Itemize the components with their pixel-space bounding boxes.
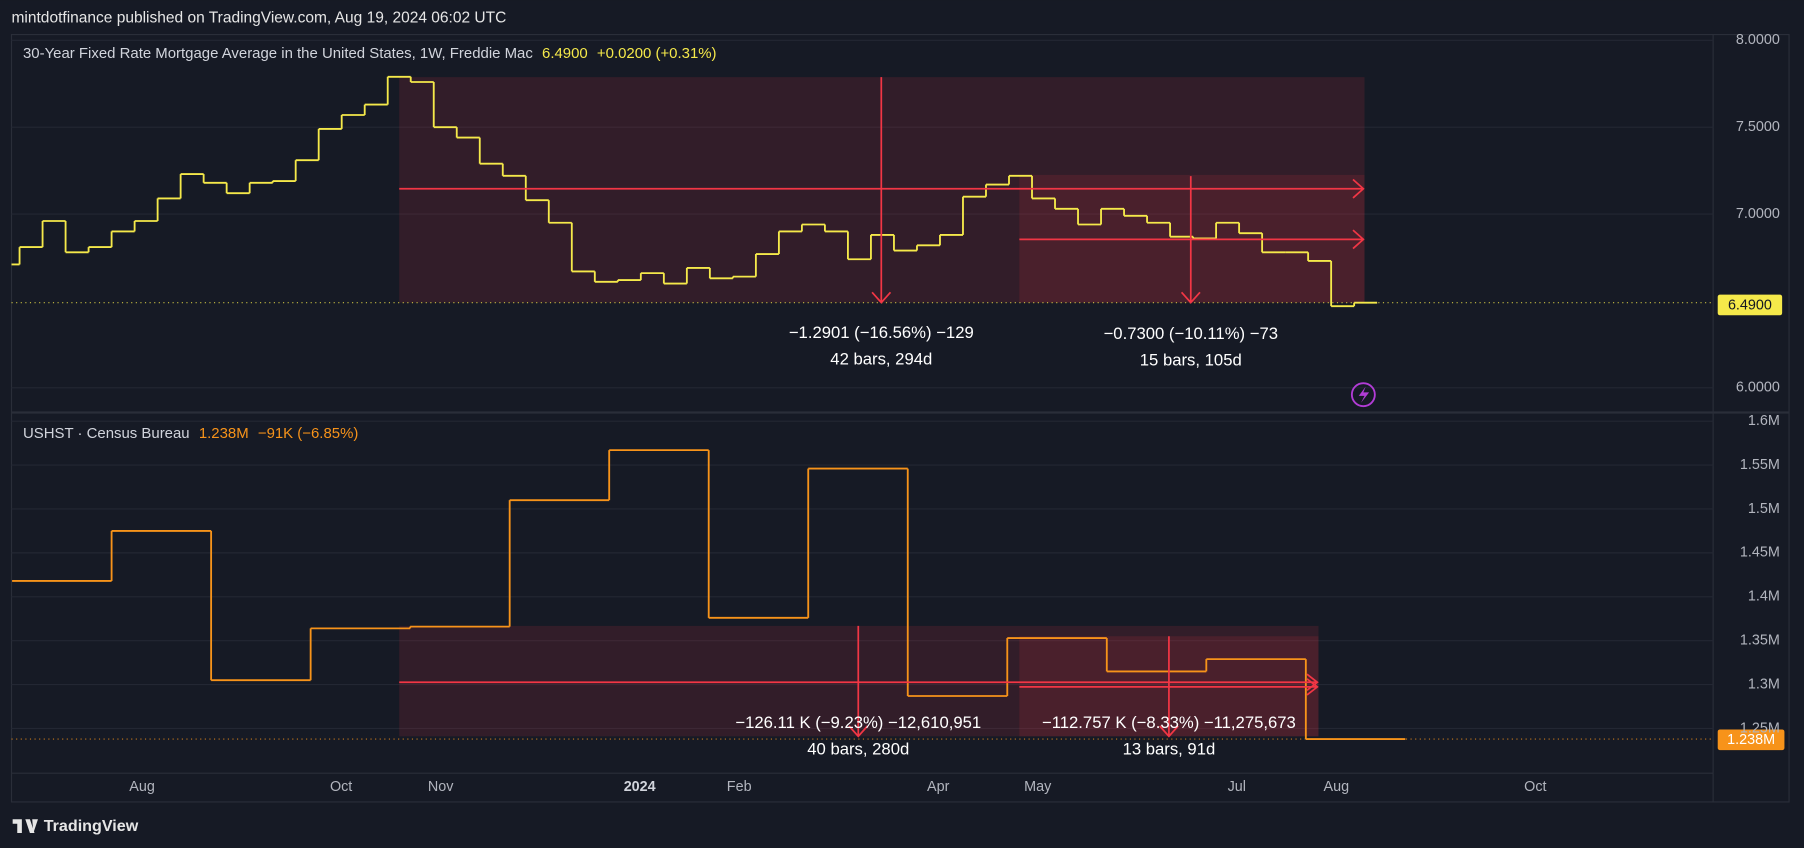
y-tick-label: 1.25M xyxy=(1740,720,1780,736)
measure-arrows xyxy=(399,77,1365,738)
x-tick-label: Oct xyxy=(330,779,352,795)
x-tick-label: Aug xyxy=(129,779,155,795)
y-tick-label: 1.5M xyxy=(1748,501,1780,517)
last-value-badge xyxy=(1717,729,1785,751)
frame xyxy=(10,33,1790,803)
y-tick-label: 7.0000 xyxy=(1736,206,1780,222)
x-tick-label: Aug xyxy=(1324,779,1350,795)
legend-change: −91K (−6.85%) xyxy=(258,425,359,442)
legend-value: 1.238M xyxy=(199,425,249,442)
legend-value: 6.4900 xyxy=(542,45,588,62)
y-tick-label: 1.55M xyxy=(1740,457,1780,473)
x-tick-label: Apr xyxy=(927,779,950,795)
header: mintdotfinance published on TradingView.… xyxy=(12,10,507,27)
brand-logo xyxy=(12,819,38,834)
alert-circle xyxy=(1350,382,1376,408)
y-tick-label: 1.35M xyxy=(1740,632,1780,648)
measure-detail: 42 bars, 294d xyxy=(830,350,932,369)
grid xyxy=(11,39,1714,730)
x-tick-label: Oct xyxy=(1524,779,1546,795)
series-layer xyxy=(11,75,1712,740)
y-tick-label: 7.5000 xyxy=(1736,119,1780,135)
legend: 30-Year Fixed Rate Mortgage Average in t… xyxy=(23,45,717,62)
last-value-badges: 6.4900 1.238M xyxy=(1717,294,1785,751)
measure-label: −0.7300 (−10.11%) −73 xyxy=(1104,324,1278,343)
measure-label: −1.2901 (−16.56%) −129 xyxy=(789,323,974,342)
last-value-label: 6.4900 xyxy=(1728,297,1772,313)
measure-detail: 15 bars, 105d xyxy=(1140,351,1242,370)
legend-change: +0.0200 (+0.31%) xyxy=(597,45,717,62)
x-tick-label: 2024 xyxy=(624,779,656,795)
y-tick-label: 8.0000 xyxy=(1736,32,1780,48)
y-tick-label: 1.45M xyxy=(1740,545,1780,561)
footer: TradingView xyxy=(12,817,139,835)
legend-title: 30-Year Fixed Rate Mortgage Average in t… xyxy=(23,45,533,62)
measure-arrow xyxy=(1159,636,1179,738)
last-value-badge xyxy=(1717,294,1783,316)
measure-label: −126.11 K (−9.23%) −12,610,951 xyxy=(735,713,981,732)
legend-title: USHST · Census Bureau xyxy=(23,425,190,442)
measure-label: −112.757 K (−8.33%) −11,275,673 xyxy=(1042,713,1296,732)
x-tick-label: May xyxy=(1024,779,1052,795)
y-tick-label: 6.0000 xyxy=(1736,380,1780,396)
legend: USHST · Census Bureau 1.238M −91K (−6.85%) xyxy=(23,425,358,442)
y-tick-label: 1.6M xyxy=(1748,413,1780,429)
measure-arrow xyxy=(871,77,892,304)
measure-detail: 40 bars, 280d xyxy=(807,740,909,759)
alert-bolt xyxy=(1358,386,1370,403)
y-tick-label: 1.3M xyxy=(1748,676,1780,692)
measure-arrow xyxy=(1180,176,1201,304)
series xyxy=(11,75,1712,308)
x-tick-label: Nov xyxy=(428,779,454,795)
alert-icon xyxy=(1350,382,1376,408)
series xyxy=(11,449,1712,740)
x-tick-label: Jul xyxy=(1228,779,1246,795)
measure-arrow xyxy=(1019,678,1319,696)
measure-arrow xyxy=(848,625,869,738)
last-value-label: 1.238M xyxy=(1727,732,1775,748)
brand-name: TradingView xyxy=(44,817,139,835)
measure-detail: 13 bars, 91d xyxy=(1123,740,1216,759)
x-tick-label: Feb xyxy=(727,779,752,795)
y-tick-label: 1.4M xyxy=(1748,589,1780,605)
